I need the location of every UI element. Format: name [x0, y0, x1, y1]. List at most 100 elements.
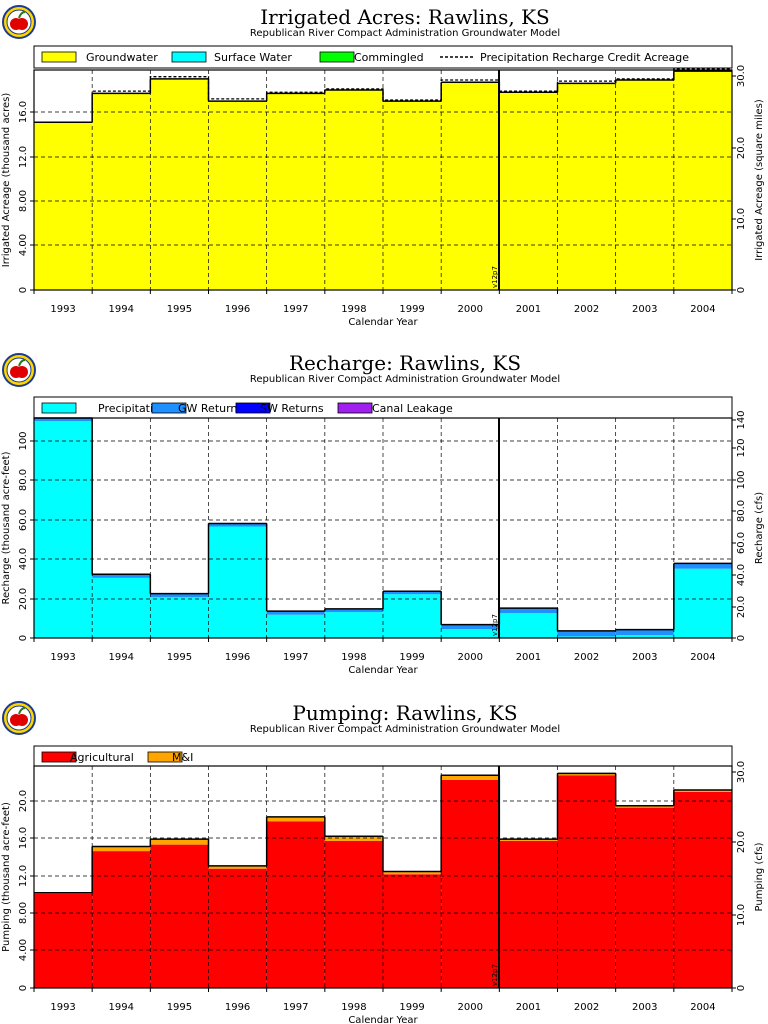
x-tick-label: 2004	[690, 652, 715, 663]
x-tick-label: 1995	[167, 652, 192, 663]
bar-1997	[266, 611, 325, 615]
legend-label: M&I	[172, 751, 193, 764]
x-axis: 1993 1994 1995 1996 1997 1998 1999 2000 2001 2002…	[33, 988, 733, 1024]
x-tick-label: 1994	[109, 1002, 134, 1013]
y-axis-right-label: Pumping (cfs)	[754, 842, 765, 911]
bar-2004	[673, 568, 732, 638]
bar-2004	[673, 563, 732, 569]
bar-2001	[499, 92, 558, 290]
bar-2001	[499, 608, 558, 614]
legend-label: Surface Water	[214, 51, 292, 64]
y-tick-right-label: 100	[736, 470, 747, 489]
legend-label: Precipitation Recharge Credit Acreage	[480, 51, 689, 64]
y-tick-right-label: 80.0	[736, 500, 747, 522]
chart-title: Irrigated Acres: Rawlins, KS	[260, 5, 549, 29]
bar-2000	[441, 629, 500, 638]
bar-1998	[324, 836, 383, 841]
y-tick-label: 16.0	[18, 101, 29, 123]
x-tick-label: 1997	[283, 1002, 308, 1013]
y-tick-label: 4.00	[18, 234, 29, 256]
bar-2003	[615, 807, 674, 988]
bar-2001	[499, 613, 558, 638]
x-tick-label: 1997	[283, 652, 308, 663]
legend-swatch	[41, 51, 77, 63]
x-tick-label: 1993	[50, 304, 75, 315]
bar-1995	[150, 839, 209, 845]
legend-label: Agricultural	[70, 751, 134, 764]
bar-2003	[615, 629, 674, 636]
bar-1993	[34, 420, 93, 638]
x-tick-label: 1999	[399, 304, 424, 315]
y-tick-label: 12.0	[18, 865, 29, 887]
legend-swatch	[41, 402, 77, 414]
bar-1998	[324, 608, 383, 613]
y-tick-label: 8.00	[18, 902, 29, 924]
bar-1995	[150, 844, 209, 988]
bar-1998	[324, 612, 383, 638]
x-tick-label: 2004	[690, 304, 715, 315]
version-marker-label: v12p7	[491, 266, 499, 288]
x-tick-label: 2000	[458, 652, 483, 663]
bar-2000	[441, 779, 500, 988]
chart-subtitle: Republican River Compact Administration …	[250, 374, 560, 385]
legend-label: Groundwater	[86, 51, 158, 64]
bars	[34, 70, 732, 290]
x-tick-label: 2000	[458, 1002, 483, 1013]
bar-1995	[150, 597, 209, 638]
x-tick-label: 1996	[225, 652, 250, 663]
bar-1995	[150, 78, 209, 290]
x-tick-label: 2003	[632, 304, 657, 315]
y-tick-label: 0	[18, 635, 29, 641]
bar-2002	[557, 630, 616, 637]
apple-logo-icon	[2, 5, 36, 39]
grid	[34, 418, 732, 638]
chart-title: Recharge: Rawlins, KS	[289, 351, 521, 375]
bar-2003	[615, 635, 674, 638]
chart-subtitle: Republican River Compact Administration …	[250, 724, 560, 735]
y-axis-label: Pumping (thousand acre-feet)	[1, 802, 12, 952]
x-tick-label: 1998	[341, 652, 366, 663]
bar-1999	[383, 101, 442, 290]
x-tick-label: 2002	[574, 652, 599, 663]
bar-1993	[34, 418, 93, 421]
x-axis: 1993 1994 1995 1996 1997 1998 1999 2000 2001 2002…	[33, 638, 733, 676]
bar-1996	[208, 101, 267, 290]
y-tick-right-label: 0	[736, 287, 747, 293]
y-tick-right-label: 30.0	[736, 761, 747, 783]
y-tick-right-label: 20.0	[736, 596, 747, 618]
x-tick-label: 1995	[167, 1002, 192, 1013]
bar-1997	[266, 816, 325, 822]
x-tick-label: 1993	[50, 1002, 75, 1013]
bar-2000	[441, 82, 500, 290]
y-tick-right-label: 20.0	[736, 831, 747, 853]
y-tick-label: 0	[18, 287, 29, 293]
y-tick-right-label: 120	[736, 438, 747, 457]
y-tick-right-label: 60.0	[736, 532, 747, 554]
x-axis: 1993 1994 1995 1996 1997 1998 1999 2000 2001 2002…	[33, 290, 733, 328]
y-tick-right-label: 30.0	[736, 65, 747, 87]
y-tick-right-label: 20.0	[736, 137, 747, 159]
x-tick-label: 1999	[399, 652, 424, 663]
legend: Groundwater Surface Water Commingled Precip…	[33, 45, 733, 69]
x-tick-label: 2001	[516, 304, 541, 315]
bar-1999	[383, 871, 442, 875]
legend-swatch	[337, 402, 373, 414]
y-tick-right-label: 10.0	[736, 208, 747, 230]
apple-logo-icon	[2, 701, 36, 735]
legend-swatch	[319, 51, 355, 63]
x-tick-label: 2004	[690, 1002, 715, 1013]
bar-1993	[34, 122, 93, 290]
chart-subtitle: Republican River Compact Administration …	[250, 28, 560, 39]
y-tick-label: 100	[18, 431, 29, 450]
bar-1994	[92, 851, 151, 988]
legend-label: Commingled	[354, 51, 424, 64]
bar-1998	[324, 90, 383, 290]
y-axis-right: 0 20.0 40.0 60.0 80.0 100 120 140 Recharge (cfs)	[732, 410, 765, 641]
y-tick-right-label: 0	[736, 635, 747, 641]
x-tick-label: 1999	[399, 1002, 424, 1013]
bar-2002	[557, 775, 616, 988]
bar-2002	[557, 636, 616, 638]
